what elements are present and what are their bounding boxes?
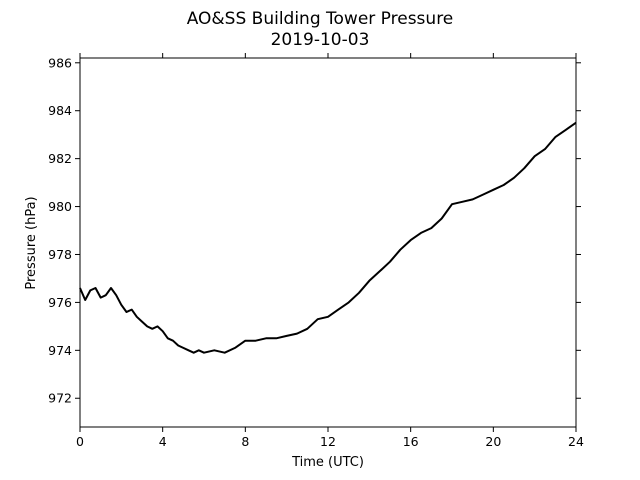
- chart-title: AO&SS Building Tower Pressure: [187, 9, 454, 29]
- y-axis-label: Pressure (hPa): [24, 196, 39, 289]
- x-tick-label: 4: [159, 434, 167, 449]
- y-tick-label: 972: [48, 391, 72, 406]
- y-tick-label: 976: [48, 295, 72, 310]
- y-axis-ticks: 972 974 976 978 980 982 984 986: [48, 55, 581, 406]
- y-tick-label: 978: [48, 247, 72, 262]
- x-axis-label: Time (UTC): [291, 455, 364, 470]
- plot-area-frame: [79, 57, 577, 428]
- x-tick-label: 16: [403, 434, 419, 449]
- chart-subtitle: 2019-10-03: [271, 30, 370, 50]
- x-axis-ticks: 0 4 8 12 16 20 24: [76, 53, 584, 449]
- y-tick-label: 982: [48, 151, 72, 166]
- x-tick-label: 24: [568, 434, 584, 449]
- pressure-series-line: [79, 121, 577, 354]
- y-tick-label: 984: [48, 103, 72, 118]
- x-tick-label: 0: [76, 434, 84, 449]
- y-tick-label: 980: [48, 199, 72, 214]
- y-tick-label: 974: [48, 343, 72, 358]
- x-tick-label: 8: [241, 434, 249, 449]
- y-tick-label: 986: [48, 55, 72, 70]
- x-tick-label: 12: [320, 434, 336, 449]
- x-tick-label: 20: [485, 434, 501, 449]
